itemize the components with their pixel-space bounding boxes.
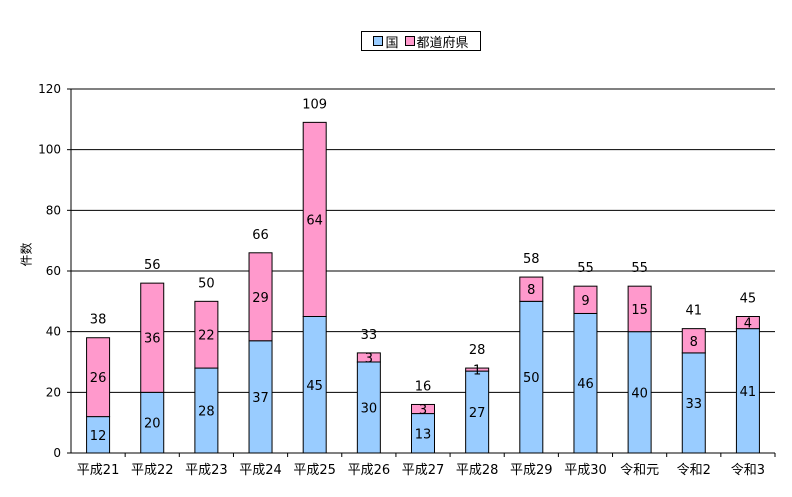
data-label: 29 [252,291,269,306]
data-label: 8 [527,283,535,298]
bar-segment [627,285,652,333]
data-label: 4 [744,317,752,332]
total-label: 55 [631,261,648,276]
data-label: 28 [198,405,215,420]
total-label: 50 [198,276,215,291]
y-tick-label: 60 [46,264,61,278]
y-tick-label: 40 [46,325,61,339]
legend-label-todofuken: 都道府県 [416,35,469,51]
data-label: 15 [631,303,648,318]
data-label: 12 [90,429,107,444]
bar-segment [735,316,760,330]
bar-segment [302,121,327,317]
x-tick-label: 令和2 [677,463,711,478]
data-label: 3 [419,403,427,418]
bar-segment [681,328,706,354]
total-label: 33 [361,328,378,343]
data-label: 3 [365,351,373,366]
data-label: 46 [577,377,594,392]
data-label: 26 [90,371,107,386]
x-tick-label: 平成21 [77,463,120,478]
total-label: 28 [469,343,486,358]
data-label: 1 [473,364,481,379]
data-label: 50 [523,371,540,386]
x-tick-label: 平成24 [239,463,282,478]
total-label: 45 [740,292,757,307]
data-label: 9 [581,294,589,309]
data-label: 13 [415,427,432,442]
x-tick-label: 令和3 [731,463,765,478]
legend-item-kuni: 国 [373,32,399,51]
bar-segment [356,352,381,363]
y-tick-label: 0 [53,446,61,460]
y-tick-label: 100 [38,143,61,157]
x-tick-label: 平成30 [564,463,607,478]
total-label: 41 [685,304,702,319]
x-tick-label: 平成29 [510,463,553,478]
x-tick-label: 平成26 [348,463,391,478]
bar-segment [465,367,490,372]
data-label: 27 [469,406,486,421]
data-label: 33 [685,397,702,412]
bar-segment [194,300,219,369]
total-label: 56 [144,258,161,273]
data-label: 8 [690,335,698,350]
bar-segment [573,285,598,314]
bar-segment [140,282,165,393]
total-label: 16 [415,379,432,394]
x-tick-label: 平成23 [185,463,228,478]
bar-segment [519,276,544,302]
x-tick-label: 平成28 [456,463,499,478]
y-tick-label: 80 [46,203,61,217]
y-tick-label: 120 [38,82,61,96]
data-label: 22 [198,329,215,344]
legend-label-kuni: 国 [385,35,399,51]
data-label: 37 [252,391,269,406]
data-label: 30 [361,402,378,417]
legend-swatch-kuni [373,36,384,46]
data-label: 20 [144,417,161,432]
legend-item-todofuken: 都道府県 [404,32,469,51]
total-label: 55 [577,261,594,276]
data-label: 40 [631,386,648,401]
x-tick-label: 平成22 [131,463,174,478]
data-label: 45 [306,379,323,394]
y-tick-label: 20 [46,385,61,399]
bar-segment [248,252,273,342]
bar-segment [86,337,111,418]
x-tick-label: 平成27 [402,463,445,478]
total-label: 66 [252,228,269,243]
x-tick-label: 平成25 [293,463,336,478]
data-label: 64 [306,213,323,228]
legend-swatch-todofuken [404,36,415,46]
total-label: 58 [523,252,540,267]
total-label: 109 [302,97,327,112]
bar-segment [411,403,435,415]
legend: 国 都道府県 [361,31,481,51]
data-label: 36 [144,332,161,347]
total-label: 38 [90,313,107,328]
x-tick-label: 令和元 [620,463,659,478]
data-label: 41 [740,385,757,400]
